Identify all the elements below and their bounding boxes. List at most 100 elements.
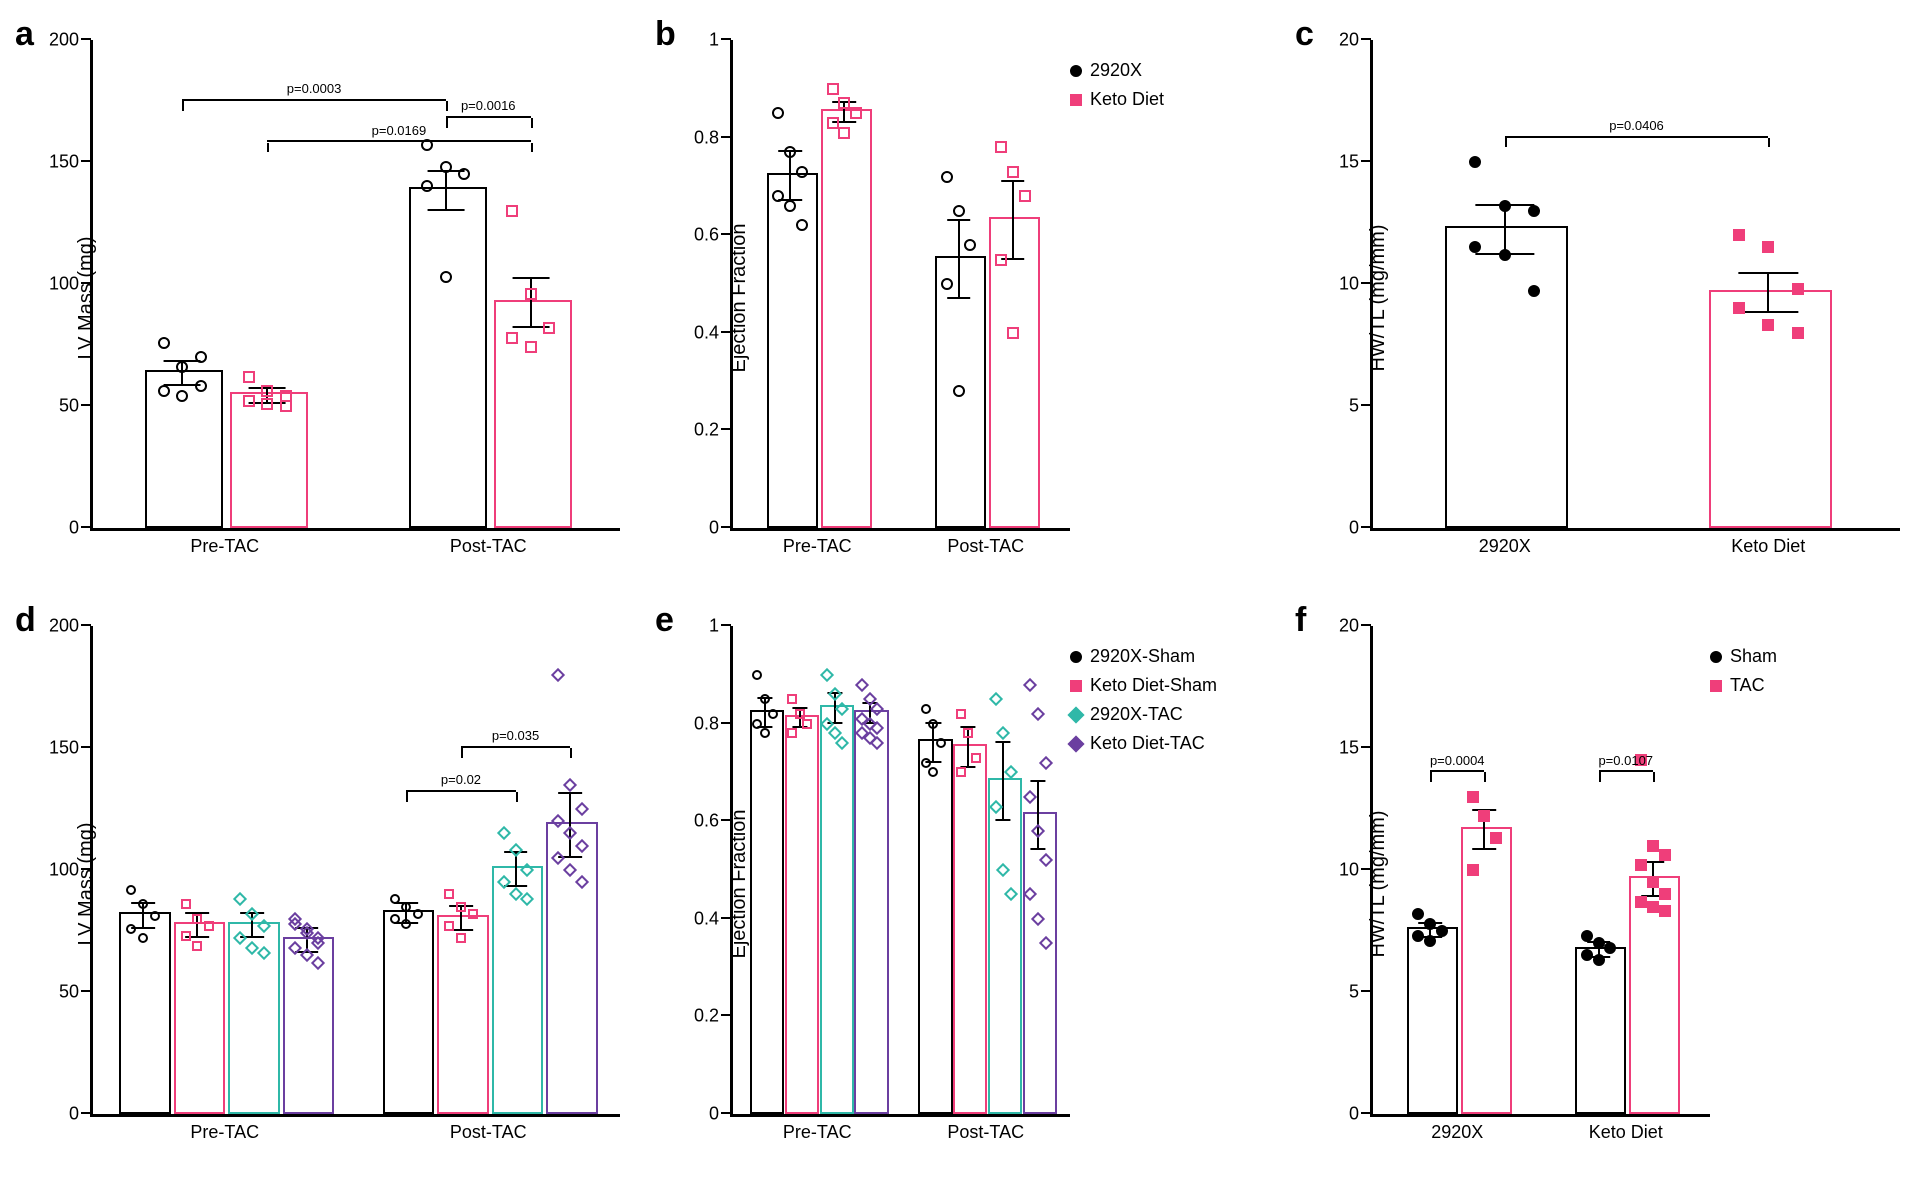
legend-label: 2920X-Sham [1090, 646, 1195, 667]
y-tick-label: 200 [49, 616, 79, 637]
y-tick-label: 20 [1339, 616, 1359, 637]
data-point [838, 97, 850, 109]
y-tick-label: 0.6 [694, 811, 719, 832]
data-point [830, 689, 840, 699]
data-point [1469, 241, 1481, 253]
data-point [522, 894, 532, 904]
data-point [772, 107, 784, 119]
data-point [1499, 249, 1511, 261]
data-point [126, 924, 136, 934]
panel-e: e Ejection Fraction00.20.40.60.81Pre-TAC… [660, 606, 1260, 1162]
data-point [195, 380, 207, 392]
data-point [1659, 888, 1671, 900]
data-point [290, 943, 300, 953]
data-point [290, 919, 300, 929]
data-point [413, 909, 423, 919]
data-point [543, 322, 555, 334]
y-tick-label: 0 [1349, 518, 1359, 539]
plot-area: 051015202920XKeto Dietp=0.0406 [1370, 40, 1900, 531]
data-point [511, 889, 521, 899]
data-point [752, 670, 762, 680]
y-tick-label: 10 [1339, 274, 1359, 295]
data-point [313, 958, 323, 968]
data-point [837, 704, 847, 714]
data-point [1647, 901, 1659, 913]
data-point [261, 398, 273, 410]
chart-b: Ejection Fraction00.20.40.60.81Pre-TACPo… [660, 20, 1070, 576]
significance-label: p=0.0406 [1609, 118, 1664, 133]
legend-item: Keto Diet [1070, 89, 1260, 110]
data-point [126, 885, 136, 895]
data-point [525, 341, 537, 353]
data-point [499, 877, 509, 887]
plot-area: 00.20.40.60.81Pre-TACPost-TAC [730, 626, 1070, 1117]
data-point [1007, 166, 1019, 178]
data-point [928, 767, 938, 777]
x-tick-label: Pre-TAC [190, 1122, 259, 1143]
data-point [401, 919, 411, 929]
panel-d: d LV Mass (mg)050100150200Pre-TACPost-TA… [20, 606, 620, 1162]
legend-item: Sham [1710, 646, 1900, 667]
y-tick-label: 0 [709, 518, 719, 539]
data-point [1635, 896, 1647, 908]
y-tick-label: 0.4 [694, 908, 719, 929]
data-point [1033, 914, 1043, 924]
bar [383, 910, 434, 1114]
data-point [565, 828, 575, 838]
data-point [995, 254, 1007, 266]
data-point [953, 205, 965, 217]
data-point [506, 332, 518, 344]
panel-a: a LV Mass (mg)050100150200Pre-TACPost-TA… [20, 20, 620, 576]
data-point [553, 853, 563, 863]
chart-a: LV Mass (mg)050100150200Pre-TACPost-TACp… [20, 20, 620, 576]
legend-label: Keto Diet-TAC [1090, 733, 1205, 754]
data-point [830, 728, 840, 738]
data-point [138, 933, 148, 943]
data-point [1762, 241, 1774, 253]
legend-label: 2920X [1090, 60, 1142, 81]
data-point [458, 168, 470, 180]
y-tick-label: 0 [1349, 1104, 1359, 1125]
data-point [936, 738, 946, 748]
data-point [192, 941, 202, 951]
data-point [158, 337, 170, 349]
data-point [872, 704, 882, 714]
data-point [1792, 327, 1804, 339]
legend-item: 2920X-TAC [1070, 704, 1260, 725]
plot-area: 00.20.40.60.81Pre-TACPost-TAC [730, 40, 1070, 531]
data-point [752, 719, 762, 729]
bar [821, 109, 872, 528]
legend-label: Keto Diet-Sham [1090, 675, 1217, 696]
data-point [390, 894, 400, 904]
data-point [176, 361, 188, 373]
data-point [827, 117, 839, 129]
data-point [1436, 925, 1448, 937]
data-point [921, 758, 931, 768]
x-tick-label: Post-TAC [450, 1122, 527, 1143]
data-point [784, 200, 796, 212]
legend-item: Keto Diet-TAC [1070, 733, 1260, 754]
data-point [963, 728, 973, 738]
data-point [822, 670, 832, 680]
legend-mid: 2920X-Sham Keto Diet-Sham 2920X-TAC Keto Di… [1070, 606, 1260, 1162]
data-point [280, 400, 292, 412]
bar [854, 710, 888, 1114]
data-point [837, 738, 847, 748]
data-point [998, 865, 1008, 875]
panel-c: c HW/TL (mg/mm)051015202920XKeto Dietp=0… [1300, 20, 1900, 576]
data-point [401, 902, 411, 912]
data-point [1659, 849, 1671, 861]
data-point [440, 271, 452, 283]
data-point [243, 395, 255, 407]
legend-item: TAC [1710, 675, 1900, 696]
data-point [1490, 832, 1502, 844]
data-point [1593, 954, 1605, 966]
data-point [261, 385, 273, 397]
data-point [138, 899, 148, 909]
data-point [235, 894, 245, 904]
y-tick-label: 15 [1339, 738, 1359, 759]
legend-label: Keto Diet [1090, 89, 1164, 110]
data-point [192, 914, 202, 924]
data-point [553, 670, 563, 680]
data-point [313, 938, 323, 948]
